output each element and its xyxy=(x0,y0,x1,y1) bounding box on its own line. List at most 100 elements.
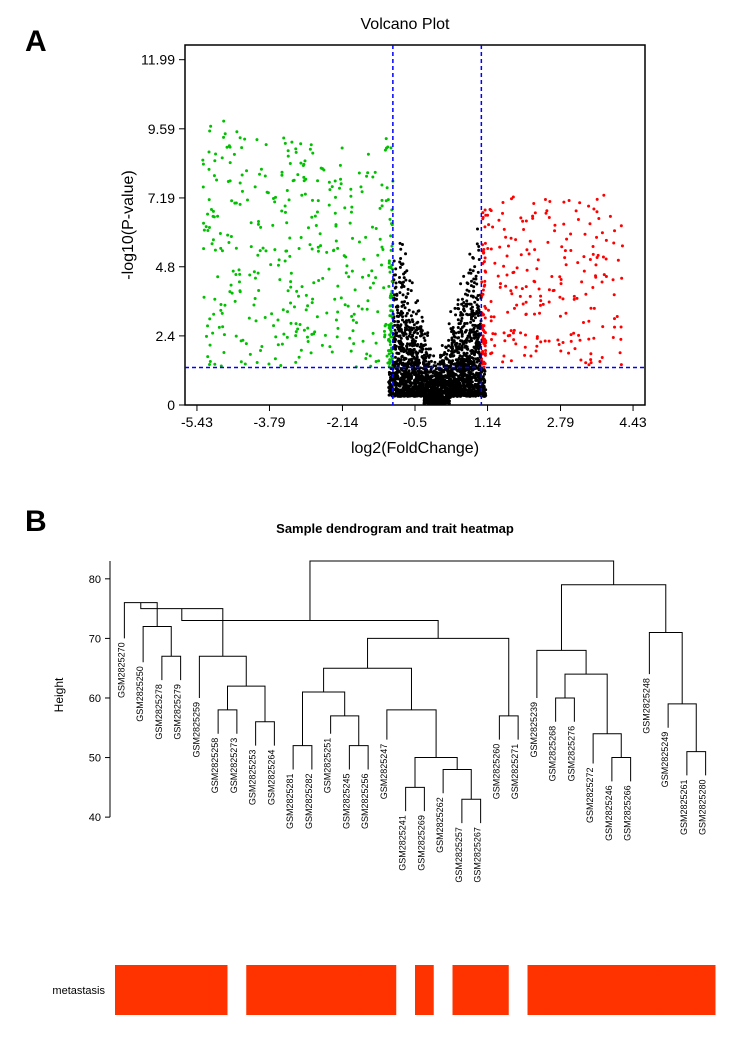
sample-label: GSM2825267 xyxy=(473,827,483,883)
trait-cell xyxy=(584,965,603,1015)
trait-cell xyxy=(228,965,247,1015)
sample-label: GSM2825246 xyxy=(604,785,614,841)
sample-label: GSM2825256 xyxy=(360,773,370,829)
dendro-ytick: 80 xyxy=(89,574,101,586)
dendro-branch xyxy=(565,674,607,734)
trait-cell xyxy=(284,965,303,1015)
trait-cell xyxy=(659,965,678,1015)
trait-cell xyxy=(490,965,509,1015)
sample-label: GSM2825259 xyxy=(191,702,201,758)
sample-label: GSM2825261 xyxy=(679,779,689,835)
trait-cell xyxy=(209,965,228,1015)
dendro-branch xyxy=(331,716,359,746)
dendro-ytick: 60 xyxy=(89,693,101,705)
ytick-label: 11.99 xyxy=(141,52,175,68)
ytick-label: 9.59 xyxy=(148,121,175,137)
sample-label: GSM2825260 xyxy=(491,744,501,800)
dendro-branch xyxy=(561,585,665,651)
x-axis-title: log2(FoldChange) xyxy=(351,440,479,457)
xtick-label: 1.14 xyxy=(474,414,501,430)
sample-label: GSM2825257 xyxy=(454,827,464,883)
trait-row-label: metastasis xyxy=(52,985,105,997)
dendro-branch xyxy=(256,722,275,746)
dendro-ytick: 40 xyxy=(89,812,101,824)
trait-cell xyxy=(640,965,659,1015)
trait-cell xyxy=(528,965,547,1015)
trait-cell xyxy=(153,965,172,1015)
sample-label: GSM2825282 xyxy=(304,773,314,829)
sample-label: GSM2825278 xyxy=(154,684,164,740)
dendro-branch xyxy=(162,656,181,680)
sample-label: GSM2825258 xyxy=(210,738,220,794)
trait-cell xyxy=(115,965,134,1015)
trait-cell xyxy=(134,965,153,1015)
trait-cell xyxy=(340,965,359,1015)
dendro-branch xyxy=(143,626,171,662)
trait-cell xyxy=(546,965,565,1015)
dendro-branch xyxy=(310,561,614,621)
trait-cell xyxy=(471,965,490,1015)
trait-cell xyxy=(321,965,340,1015)
sample-label: GSM2825264 xyxy=(266,750,276,806)
sample-label: GSM2825262 xyxy=(435,797,445,853)
trait-cell xyxy=(603,965,622,1015)
sample-label: GSM2825241 xyxy=(398,815,408,871)
dendro-branch xyxy=(556,698,575,722)
xtick-label: -5.43 xyxy=(181,414,213,430)
dendrogram-plot: Sample dendrogram and trait heatmap 40 50 6… xyxy=(45,515,725,1035)
trait-cell xyxy=(415,965,434,1015)
sample-label: GSM2825250 xyxy=(135,666,145,722)
dendro-y-title: Height xyxy=(52,677,66,712)
dendro-branch xyxy=(324,668,412,710)
figure-panel-b: B Sample dendrogram and trait heatmap405… xyxy=(15,505,720,1035)
trait-cell xyxy=(303,965,322,1015)
sample-label: GSM2825253 xyxy=(248,750,258,806)
figure-panel-a: A Volcano Plot-5.43-3.79-2.14-0.51.142.7… xyxy=(15,15,720,485)
dendro-branch xyxy=(415,758,457,788)
trait-cell xyxy=(621,965,640,1015)
volcano-title: Volcano Plot xyxy=(361,16,451,33)
sample-label: GSM2825269 xyxy=(416,815,426,871)
sample-label: GSM2825268 xyxy=(548,726,558,782)
dendrogram-title: Sample dendrogram and trait heatmap xyxy=(276,521,514,536)
dendro-branch xyxy=(406,787,425,811)
dendro-branch xyxy=(499,716,518,740)
dendro-branch xyxy=(303,692,345,746)
sample-label: GSM2825280 xyxy=(698,779,708,835)
scatter-points xyxy=(201,120,624,405)
ytick-label: 2.4 xyxy=(156,328,176,344)
dendro-branch xyxy=(612,758,631,782)
trait-cell xyxy=(565,965,584,1015)
dendro-branch xyxy=(349,746,368,770)
volcano-plot: Volcano Plot-5.43-3.79-2.14-0.51.142.794… xyxy=(115,15,675,465)
sample-label: GSM2825266 xyxy=(623,785,633,841)
dendro-branch xyxy=(228,686,266,722)
dendro-branch xyxy=(687,752,706,776)
dendro-branch xyxy=(199,656,246,698)
sample-label: GSM2825239 xyxy=(529,702,539,758)
ytick-label: 7.19 xyxy=(148,190,175,206)
sample-label: GSM2825247 xyxy=(379,744,389,800)
dendro-branch xyxy=(668,704,696,752)
dendro-branch xyxy=(462,799,481,823)
dendro-branch xyxy=(293,746,312,770)
trait-cell xyxy=(190,965,209,1015)
sample-label: GSM2825270 xyxy=(116,642,126,698)
xtick-label: -0.5 xyxy=(403,414,427,430)
trait-cell xyxy=(378,965,397,1015)
ytick-label: 0 xyxy=(167,397,175,413)
sample-label: GSM2825273 xyxy=(229,738,239,794)
sample-label: GSM2825272 xyxy=(585,768,595,824)
ytick-label: 4.8 xyxy=(156,259,176,275)
dendro-ytick: 50 xyxy=(89,753,101,765)
dendro-branch xyxy=(649,632,682,703)
trait-cell xyxy=(509,965,528,1015)
trait-cell xyxy=(678,965,697,1015)
trait-cell xyxy=(265,965,284,1015)
sample-label: GSM2825251 xyxy=(323,738,333,794)
trait-cell xyxy=(453,965,472,1015)
trait-cell xyxy=(246,965,265,1015)
sample-label: GSM2825281 xyxy=(285,773,295,829)
xtick-label: 4.43 xyxy=(619,414,646,430)
sample-label: GSM2825249 xyxy=(660,732,670,788)
